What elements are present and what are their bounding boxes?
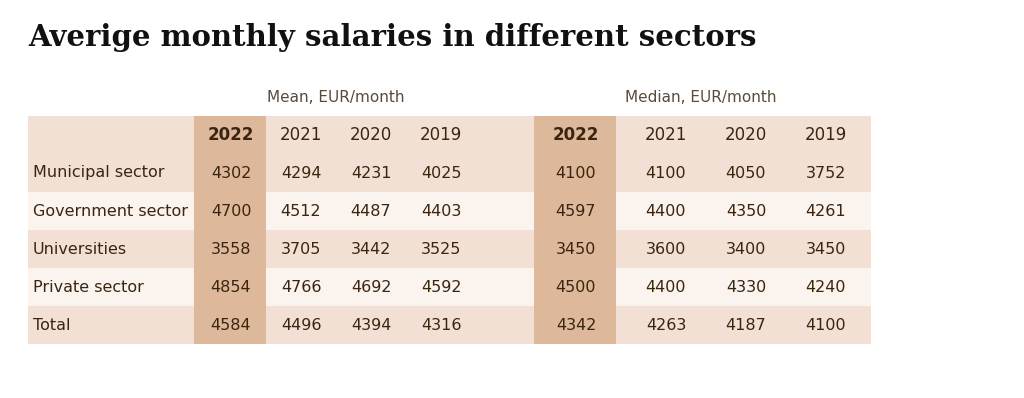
Text: 4403: 4403 bbox=[421, 203, 461, 219]
Bar bbox=[194, 268, 266, 306]
Bar bbox=[28, 306, 871, 344]
Text: 4261: 4261 bbox=[806, 203, 846, 219]
Text: Mean, EUR/month: Mean, EUR/month bbox=[267, 90, 404, 105]
Text: 4316: 4316 bbox=[421, 318, 461, 332]
Text: 3442: 3442 bbox=[351, 242, 391, 256]
Text: 3450: 3450 bbox=[556, 242, 596, 256]
Text: 2022: 2022 bbox=[208, 126, 254, 144]
Text: 4597: 4597 bbox=[556, 203, 596, 219]
Text: 4100: 4100 bbox=[556, 166, 596, 181]
Bar bbox=[194, 192, 266, 230]
Text: 4487: 4487 bbox=[350, 203, 391, 219]
Text: 3450: 3450 bbox=[806, 242, 846, 256]
Text: 4025: 4025 bbox=[421, 166, 461, 181]
Text: 3525: 3525 bbox=[421, 242, 461, 256]
Text: 4500: 4500 bbox=[556, 279, 596, 295]
Bar bbox=[194, 230, 266, 268]
Bar bbox=[534, 192, 616, 230]
Text: Government sector: Government sector bbox=[33, 203, 188, 219]
Text: 4400: 4400 bbox=[646, 279, 686, 295]
Text: 3600: 3600 bbox=[646, 242, 686, 256]
Text: 2021: 2021 bbox=[645, 126, 687, 144]
Text: Median, EUR/month: Median, EUR/month bbox=[626, 90, 777, 105]
Text: 4854: 4854 bbox=[211, 279, 251, 295]
Text: 4692: 4692 bbox=[351, 279, 391, 295]
Text: 2021: 2021 bbox=[280, 126, 323, 144]
Bar bbox=[534, 116, 616, 154]
Text: 4100: 4100 bbox=[806, 318, 846, 332]
Text: 4050: 4050 bbox=[726, 166, 766, 181]
Bar bbox=[534, 230, 616, 268]
Text: Universities: Universities bbox=[33, 242, 127, 256]
Text: 4231: 4231 bbox=[351, 166, 391, 181]
Text: 4187: 4187 bbox=[726, 318, 766, 332]
Text: 2020: 2020 bbox=[350, 126, 392, 144]
Bar bbox=[194, 116, 266, 154]
Text: 4240: 4240 bbox=[806, 279, 846, 295]
Text: 4512: 4512 bbox=[281, 203, 322, 219]
Text: 3705: 3705 bbox=[281, 242, 322, 256]
Text: 2019: 2019 bbox=[805, 126, 847, 144]
Text: 4394: 4394 bbox=[351, 318, 391, 332]
Text: 4400: 4400 bbox=[646, 203, 686, 219]
Bar bbox=[28, 192, 871, 230]
Text: 4342: 4342 bbox=[556, 318, 596, 332]
Text: Municipal sector: Municipal sector bbox=[33, 166, 165, 181]
Text: 2020: 2020 bbox=[725, 126, 767, 144]
Text: 3558: 3558 bbox=[211, 242, 251, 256]
Text: 4496: 4496 bbox=[281, 318, 322, 332]
Bar bbox=[194, 306, 266, 344]
Text: 3400: 3400 bbox=[726, 242, 766, 256]
Text: 2022: 2022 bbox=[553, 126, 599, 144]
Text: 4294: 4294 bbox=[281, 166, 322, 181]
Text: 4700: 4700 bbox=[211, 203, 251, 219]
Text: Total: Total bbox=[33, 318, 71, 332]
Bar bbox=[28, 230, 871, 268]
Text: 4592: 4592 bbox=[421, 279, 461, 295]
Text: 4263: 4263 bbox=[646, 318, 686, 332]
Text: 2019: 2019 bbox=[420, 126, 462, 144]
Text: Private sector: Private sector bbox=[33, 279, 144, 295]
Text: 4100: 4100 bbox=[646, 166, 686, 181]
Bar bbox=[28, 268, 871, 306]
Bar bbox=[28, 154, 871, 192]
Bar bbox=[28, 116, 871, 154]
Text: Averige monthly salaries in different sectors: Averige monthly salaries in different se… bbox=[28, 23, 757, 52]
Text: 4330: 4330 bbox=[726, 279, 766, 295]
Bar bbox=[534, 268, 616, 306]
Text: 3752: 3752 bbox=[806, 166, 846, 181]
Text: 4350: 4350 bbox=[726, 203, 766, 219]
Text: 4584: 4584 bbox=[211, 318, 251, 332]
Bar bbox=[194, 154, 266, 192]
Text: 4302: 4302 bbox=[211, 166, 251, 181]
Bar bbox=[534, 306, 616, 344]
Text: 4766: 4766 bbox=[281, 279, 322, 295]
Bar bbox=[534, 154, 616, 192]
